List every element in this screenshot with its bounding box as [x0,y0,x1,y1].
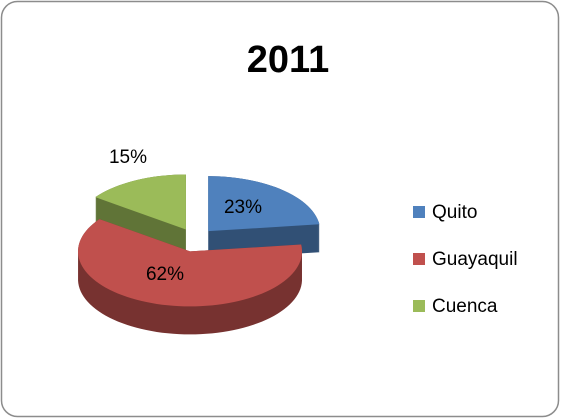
legend-label: Guayaquil [432,249,518,270]
legend-label: Cuenca [432,296,498,317]
data-label: 15% [109,147,147,168]
data-label: 23% [224,197,262,218]
legend-swatch [413,206,425,218]
pie-slice [208,176,320,232]
legend-swatch [413,253,425,265]
data-label: 62% [146,264,184,285]
legend-swatch [413,300,425,312]
pie-slice [78,219,302,307]
legend-label: Quito [432,202,477,223]
chart-title: 2011 [247,39,329,81]
pie-slice [95,174,186,230]
